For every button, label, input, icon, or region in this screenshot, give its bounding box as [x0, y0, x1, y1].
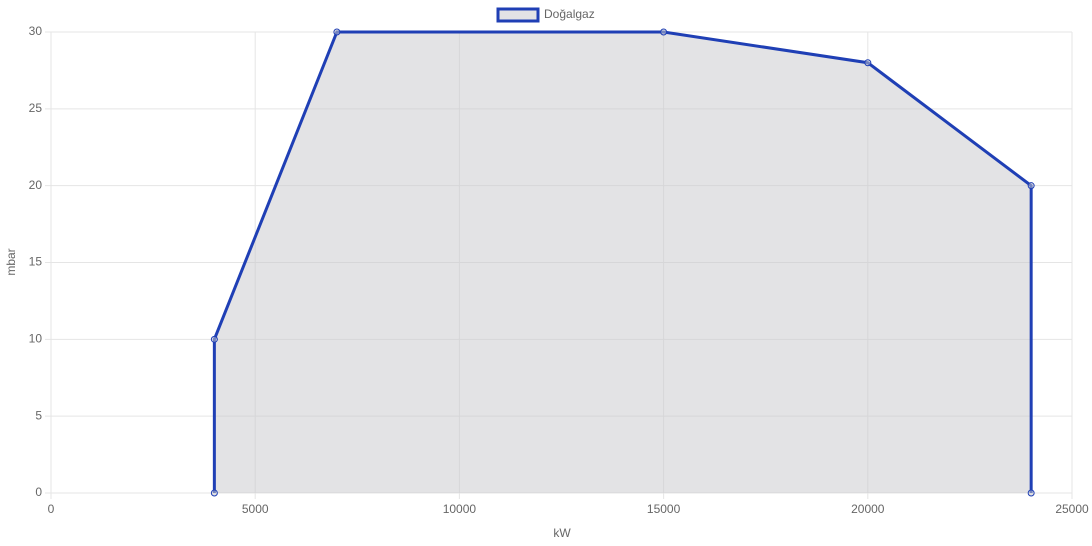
- point: [660, 28, 668, 36]
- area: [214, 32, 1032, 493]
- point: [210, 489, 218, 497]
- y-tick-label: 25: [29, 101, 43, 115]
- legend-label: Doğalgaz: [544, 7, 595, 21]
- x-tick-label: 0: [48, 502, 55, 516]
- x-tick-label: 5000: [242, 502, 269, 516]
- x-tick-label: 10000: [443, 502, 477, 516]
- y-tick-label: 15: [29, 255, 43, 269]
- point: [333, 28, 341, 36]
- y-axis-label: mbar: [4, 248, 18, 275]
- y-tick-label: 20: [29, 178, 43, 192]
- x-axis-label: kW: [553, 526, 571, 540]
- y-tick-label: 0: [35, 485, 42, 499]
- x-tick-label: 15000: [647, 502, 681, 516]
- point: [864, 59, 872, 67]
- point: [1027, 182, 1035, 190]
- point: [210, 335, 218, 343]
- x-tick-label: 20000: [851, 502, 885, 516]
- x-tick-label: 25000: [1055, 502, 1089, 516]
- y-tick-label: 10: [29, 332, 43, 346]
- y-tick-label: 5: [35, 408, 42, 422]
- point: [1027, 489, 1035, 497]
- legend-swatch: [496, 7, 540, 23]
- y-tick-label: 30: [29, 24, 43, 38]
